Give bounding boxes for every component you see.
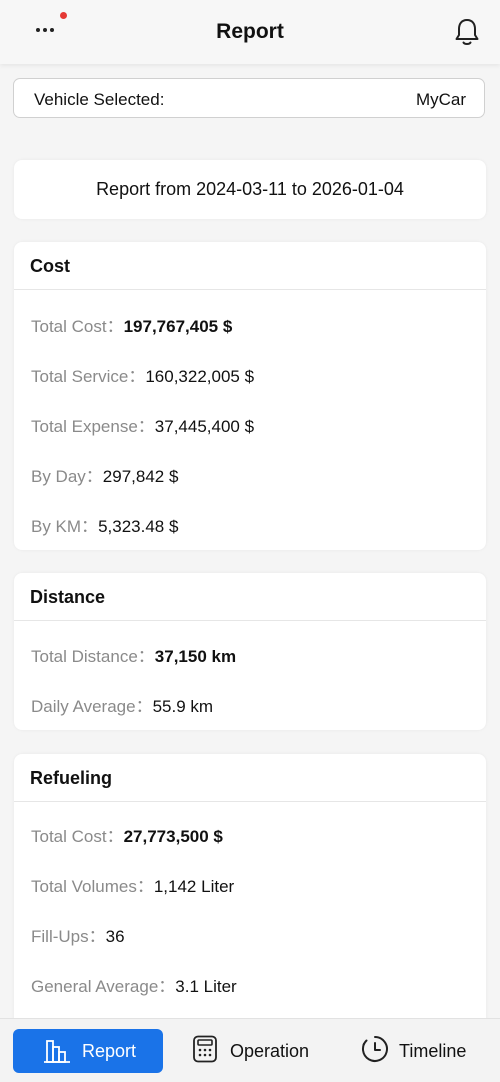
cost-by-km-label: By KM： (31, 517, 99, 536)
cost-expense-value: 37,445,400 $ (154, 417, 255, 436)
tab-operation[interactable]: Operation (190, 1029, 320, 1073)
cost-title: Cost (14, 242, 486, 290)
cost-total-value: 197,767,405 $ (123, 317, 233, 336)
cost-expense-row: Total Expense：37,445,400 $ (31, 412, 254, 437)
report-range-text: Report from 2024-03-11 to 2026-01-04 (96, 179, 404, 199)
refueling-volumes-label: Total Volumes： (31, 877, 154, 896)
clock-icon (360, 1034, 390, 1069)
distance-card: Distance Total Distance：37,150 km Daily … (14, 573, 486, 730)
app-header: Report (0, 0, 500, 64)
distance-total-row: Total Distance：37,150 km (31, 642, 236, 667)
vehicle-selector[interactable]: Vehicle Selected: MyCar (13, 78, 485, 118)
distance-total-value: 37,150 km (154, 647, 237, 666)
refueling-average-label: General Average： (31, 977, 176, 996)
bar-chart-icon (43, 1038, 71, 1069)
vehicle-label: Vehicle Selected: (34, 90, 165, 109)
tab-timeline[interactable]: Timeline (358, 1029, 478, 1073)
distance-average-value: 55.9 km (152, 697, 214, 716)
refueling-cost-label: Total Cost： (31, 827, 124, 846)
tab-report[interactable]: Report (13, 1029, 163, 1073)
cost-card: Cost Total Cost：197,767,405 $ Total Serv… (14, 242, 486, 550)
refueling-card: Refueling Total Cost：27,773,500 $ Total … (14, 754, 486, 1044)
refueling-cost-row: Total Cost：27,773,500 $ (31, 822, 223, 847)
distance-title: Distance (14, 573, 486, 621)
refueling-title: Refueling (14, 754, 486, 802)
tab-report-label: Report (82, 1041, 137, 1061)
cost-by-day-row: By Day：297,842 $ (31, 462, 178, 487)
refueling-volumes-value: 1,142 Liter (153, 877, 235, 896)
cost-service-row: Total Service：160,322,005 $ (31, 362, 254, 387)
cost-by-km-row: By KM：5,323.48 $ (31, 512, 178, 537)
more-dots-icon (36, 28, 57, 32)
refueling-average-value: 3.1 Liter (175, 977, 237, 996)
cost-total-row: Total Cost：197,767,405 $ (31, 312, 232, 337)
cost-service-value: 160,322,005 $ (145, 367, 255, 386)
bell-icon[interactable] (450, 15, 484, 49)
report-range-card: Report from 2024-03-11 to 2026-01-04 (14, 160, 486, 219)
tab-operation-label: Operation (230, 1041, 310, 1061)
vehicle-value: MyCar (415, 90, 466, 109)
more-menu-button[interactable] (34, 12, 67, 44)
distance-average-label: Daily Average： (31, 697, 153, 716)
refueling-fillups-value: 36 (105, 927, 125, 946)
calculator-icon (192, 1035, 218, 1068)
refueling-fillups-label: Fill-Ups： (31, 927, 106, 946)
refueling-volumes-row: Total Volumes：1,142 Liter (31, 872, 234, 897)
distance-average-row: Daily Average：55.9 km (31, 692, 213, 717)
cost-total-label: Total Cost： (31, 317, 124, 336)
page-title: Report (216, 20, 284, 43)
refueling-average-row: General Average：3.1 Liter (31, 972, 237, 997)
bottom-tab-bar: Report Operation Timeline (0, 1018, 500, 1082)
refueling-fillups-row: Fill-Ups：36 (31, 922, 125, 947)
cost-service-label: Total Service： (31, 367, 146, 386)
notification-dot (60, 12, 67, 19)
cost-by-day-label: By Day： (31, 467, 103, 486)
cost-by-day-value: 297,842 $ (102, 467, 179, 486)
cost-by-km-value: 5,323.48 $ (98, 517, 179, 536)
distance-total-label: Total Distance： (31, 647, 155, 666)
cost-expense-label: Total Expense： (31, 417, 155, 436)
refueling-cost-value: 27,773,500 $ (123, 827, 223, 846)
tab-timeline-label: Timeline (399, 1041, 467, 1061)
